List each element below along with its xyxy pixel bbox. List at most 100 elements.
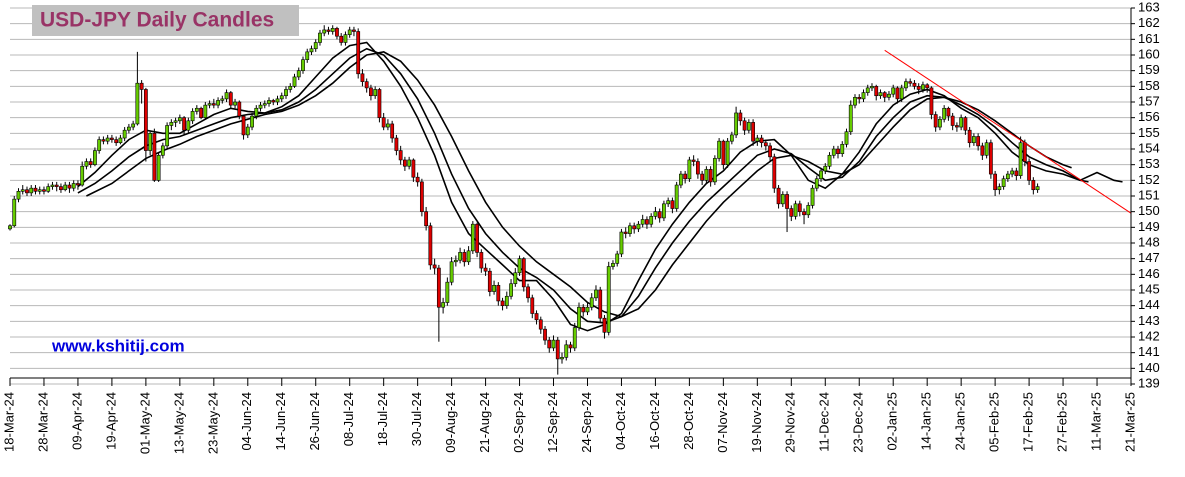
candle-body [424, 211, 429, 227]
candle-body [241, 115, 246, 136]
x-tick-label: 14-Jun-24 [273, 392, 288, 451]
candle-body [390, 123, 395, 139]
candle-body [500, 300, 505, 306]
y-tick-label: 162 [1138, 15, 1160, 30]
candle-body [988, 142, 993, 175]
candle-body [347, 29, 352, 35]
candle-body [436, 267, 441, 308]
candle-body [666, 200, 671, 205]
candle-body [131, 123, 136, 128]
candle-body [933, 114, 938, 128]
candle-body [16, 191, 21, 200]
x-tick-label: 17-Feb-25 [1021, 392, 1036, 452]
candle-body [521, 258, 526, 288]
candle-body [356, 31, 361, 75]
candle-body [97, 139, 102, 151]
candle-body [127, 126, 131, 131]
watermark: www.kshitij.com [51, 336, 185, 355]
candle-body [789, 208, 794, 217]
candle-body [114, 139, 119, 144]
candle-body [572, 327, 577, 349]
candle-body [632, 225, 637, 230]
candle-body [93, 150, 97, 165]
candle-body [462, 252, 467, 263]
candle-body [330, 28, 335, 32]
candle-body [84, 161, 89, 167]
candle-body [143, 89, 148, 151]
candle-body [152, 133, 157, 181]
y-tick-label: 150 [1138, 203, 1160, 218]
candle-body [598, 289, 603, 319]
candle-body [534, 313, 539, 321]
candle-body [504, 295, 509, 306]
x-tick-label: 24-Jan-25 [953, 392, 968, 451]
candle-body [250, 115, 254, 128]
candle-body [453, 259, 458, 263]
candle-body [1001, 178, 1006, 187]
y-tick-label: 157 [1138, 93, 1160, 108]
candle-body [645, 219, 649, 225]
candle-body [899, 87, 904, 100]
candle-body [674, 184, 679, 209]
candle-body [874, 86, 879, 97]
candle-body [492, 284, 496, 292]
candle-body [551, 339, 556, 349]
candle-body [496, 284, 501, 302]
candle-body [797, 203, 802, 212]
candle-body [369, 87, 373, 97]
candle-body [585, 306, 590, 313]
candle-body [105, 137, 110, 142]
candle-body [46, 186, 51, 192]
y-tick-label: 140 [1138, 360, 1160, 375]
candle-body [313, 42, 318, 50]
candle-body [712, 158, 717, 183]
candle-body [394, 137, 399, 151]
candle-body [538, 319, 543, 330]
candle-body [177, 117, 182, 122]
candle-body [1031, 180, 1036, 191]
candle-body [577, 306, 581, 328]
candle-body [1018, 142, 1023, 176]
candle-body [602, 317, 607, 333]
candle-body [288, 86, 293, 90]
x-tick-label: 21-Mar-25 [1122, 392, 1137, 452]
candle-body [649, 216, 654, 225]
candle-body [823, 165, 828, 172]
candle-body [199, 107, 203, 118]
candle-body [993, 173, 998, 191]
candle-body [581, 306, 586, 313]
x-tick-label: 02-Sep-24 [511, 392, 526, 453]
candle-body [836, 148, 840, 154]
candle-body [925, 84, 930, 89]
candle-body [946, 107, 951, 117]
candle-body [318, 32, 322, 43]
y-tick-label: 154 [1138, 140, 1160, 155]
y-tick-label: 146 [1138, 266, 1160, 281]
candle-body [882, 92, 887, 98]
candle-body [704, 169, 709, 181]
candle-body [449, 261, 454, 283]
candle-body [589, 297, 594, 308]
x-tick-label: 12-Sep-24 [545, 392, 560, 453]
candle-body [466, 250, 471, 263]
candle-body [284, 89, 288, 97]
y-tick-label: 161 [1138, 31, 1160, 46]
x-tick-label: 18-Jul-24 [375, 392, 390, 446]
candle-body [381, 117, 386, 128]
y-tick-label: 143 [1138, 313, 1160, 328]
y-tick-label: 151 [1138, 187, 1160, 202]
candle-body [139, 82, 144, 90]
candle-body [483, 267, 488, 272]
candle-body [950, 115, 955, 126]
candle-body [173, 120, 178, 123]
candle-body [322, 29, 327, 34]
candle-body [887, 93, 891, 98]
candle-body [233, 101, 237, 106]
candle-body [487, 270, 492, 292]
candle-body [1035, 186, 1040, 191]
x-tick-label: 04-Oct-24 [613, 392, 628, 450]
x-tick-label: 11-Mar-25 [1088, 392, 1103, 451]
candle-body [763, 142, 768, 147]
candle-body [305, 51, 310, 60]
candle-body [441, 302, 446, 308]
